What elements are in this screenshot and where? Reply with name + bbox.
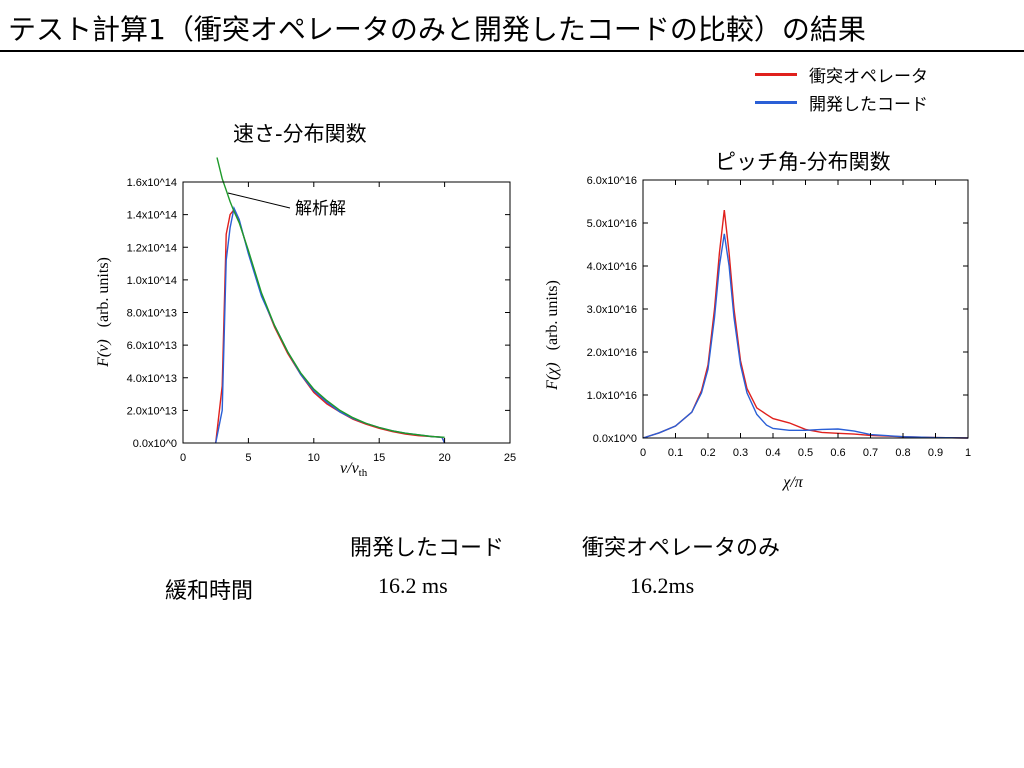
- x-tick-label: 15: [373, 452, 385, 464]
- speed-chart-title: 速さ-分布関数: [233, 122, 367, 146]
- legend-label: 開発したコード: [809, 95, 928, 115]
- legend-item-developed-code: 開発したコード: [755, 90, 928, 115]
- annotation-analytic-solution: 解析解: [295, 199, 346, 218]
- table-row-label-relaxation-time: 緩和時間: [165, 579, 254, 604]
- y-tick-label: 8.0x10^13: [127, 308, 177, 320]
- y-tick-label: 6.0x10^13: [127, 340, 177, 352]
- legend-swatch-blue: [755, 101, 797, 104]
- x-axis-label-var: v: [340, 460, 348, 477]
- legend-label: 衝突オペレータ: [809, 67, 928, 87]
- x-tick-label: 5: [245, 452, 251, 464]
- table-value-collision-operator: 16.2ms: [630, 573, 695, 598]
- table-value-developed-code: 16.2 ms: [378, 573, 448, 598]
- x-axis-label: v/vth: [340, 460, 368, 479]
- series-line-0: [215, 208, 446, 444]
- y-tick-label: 1.6x10^14: [127, 177, 177, 189]
- series-line-1: [215, 205, 446, 444]
- x-tick-label: 20: [438, 452, 450, 464]
- x-axis-label-slash: /: [346, 460, 353, 477]
- table-header-collision-operator: 衝突オペレータのみ: [582, 536, 781, 561]
- y-tick-label: 1.2x10^14: [127, 242, 177, 254]
- series-line-2: [216, 157, 445, 438]
- annotation-leader-line: [227, 192, 291, 209]
- x-axis-label-den: v: [352, 460, 360, 477]
- y-tick-label: 4.0x10^13: [127, 373, 177, 385]
- legend-item-collision-operator: 衝突オペレータ: [755, 62, 928, 87]
- x-axis-label-sub: th: [359, 467, 368, 479]
- y-tick-label: 2.0x10^13: [127, 405, 177, 417]
- page-title: テスト計算1（衝突オペレータのみと開発したコードの比較）の結果: [8, 13, 866, 46]
- y-axis-label: F(v) (arb. units): [95, 257, 112, 368]
- legend-swatch-red: [755, 73, 797, 76]
- y-tick-label: 0.0x10^0: [133, 438, 177, 450]
- x-tick-label: 25: [504, 452, 516, 464]
- pitch-chart-title: ピッチ角-分布関数: [715, 150, 891, 174]
- x-tick-label: 10: [308, 452, 320, 464]
- table-header-developed-code: 開発したコード: [350, 536, 505, 561]
- y-axis-label-unit: (arb. units): [95, 257, 112, 327]
- y-tick-label: 1.4x10^14: [127, 210, 177, 222]
- title-divider: [0, 50, 1024, 52]
- x-tick-label: 0: [180, 452, 186, 464]
- y-tick-label: 1.0x10^14: [127, 275, 177, 287]
- y-axis-label-fn: F(v): [95, 339, 112, 368]
